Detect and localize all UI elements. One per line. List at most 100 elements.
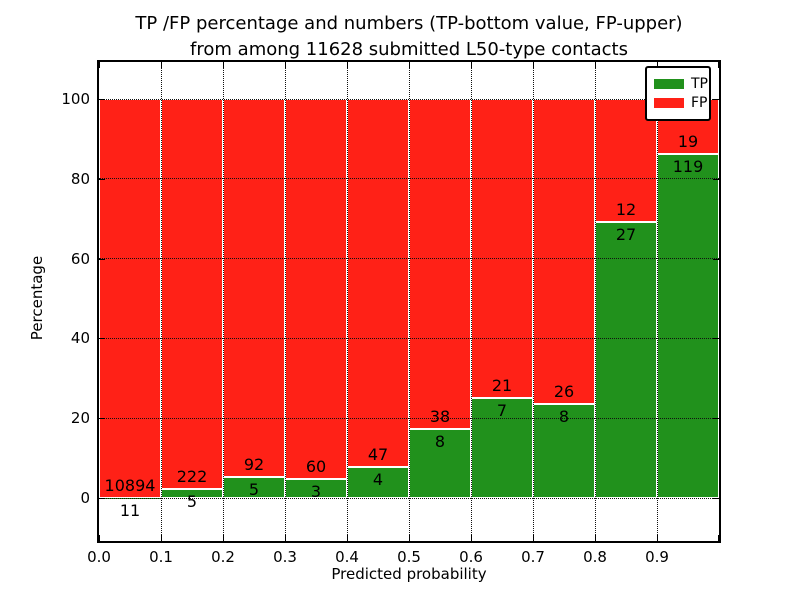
x-tick-mark [347,535,348,541]
x-tick-mark [99,535,100,541]
x-tick-label: 0.3 [273,548,297,566]
x-tick-mark [595,535,596,541]
chart-title-line2: from among 11628 submitted L50-type cont… [190,39,628,60]
x-tick-mark-top [347,62,348,68]
horizontal-gridline [99,98,719,100]
bar-segment-fp [223,99,285,478]
horizontal-gridline [99,337,719,339]
legend-label: TP [691,76,708,92]
y-tick-mark-right [713,498,719,499]
x-tick-label: 0.4 [335,548,359,566]
chart-title-line1: TP /FP percentage and numbers (TP-bottom… [135,13,683,34]
x-tick-label: 0.0 [87,548,111,566]
y-tick-mark-right [713,99,719,100]
fp-count-label: 38 [429,406,451,426]
bar-segment-tp [533,404,595,498]
x-tick-label: 0.1 [149,548,173,566]
bar-segment-fp [533,99,595,405]
vertical-gridline [656,62,658,541]
x-tick-mark-top [99,62,100,68]
fp-count-label: 60 [305,457,327,476]
y-tick-label: 100 [61,90,90,108]
legend: TP FP [645,66,711,121]
fp-count-label: 222 [176,467,208,487]
vertical-gridline [408,62,410,541]
x-tick-mark [533,535,534,541]
plot-area: 10894 11 222 5 92 5 60 3 47 4 38 8 21 7 26 8 12 27 19 119 [99,62,719,541]
x-tick-mark [223,535,224,541]
x-axis-label: Predicted probability [331,565,487,583]
x-tick-mark [409,535,410,541]
x-tick-label: 0.6 [459,548,483,566]
y-tick-mark [99,178,105,180]
x-tick-mark-top [471,62,472,68]
x-tick-mark-top [533,62,534,68]
tp-count-label: 8 [434,431,446,451]
legend-item-fp: FP [654,95,708,111]
x-tick-mark [657,535,658,541]
bar-segment-tp [409,428,471,498]
legend-label: FP [691,95,708,111]
y-tick-mark [99,498,105,499]
y-tick-mark [99,338,105,340]
vertical-gridline [594,62,596,541]
y-tick-label: 80 [70,169,90,188]
y-tick-mark-right [713,338,719,340]
fp-count-label: 26 [553,382,575,402]
chart-title: TP /FP percentage and numbers (TP-bottom… [99,11,719,63]
x-tick-mark [285,535,286,541]
x-tick-mark [161,535,162,541]
fp-count-label: 10894 [104,475,156,495]
vertical-gridline [470,62,472,541]
bar-segment-fp [285,99,347,479]
y-tick-label: 40 [70,329,90,348]
vertical-gridline [222,62,224,541]
bar-segment-tp [285,479,347,498]
y-tick-label: 20 [70,409,90,428]
x-tick-mark [471,535,472,541]
vertical-gridline [160,62,162,541]
x-tick-mark-top [718,62,719,68]
bar-segment-tp [471,398,533,498]
tp-count-label: 5 [248,480,260,500]
tp-color-swatch [654,79,684,89]
tp-count-label: 3 [310,482,322,501]
horizontal-gridline [99,178,719,180]
y-tick-mark-right [713,258,719,260]
tp-count-label: 119 [672,156,704,176]
tp-count-label: 7 [496,401,508,421]
x-tick-mark-top [657,62,658,68]
y-tick-mark-right [713,178,719,180]
bar-segment-tp [595,221,657,498]
horizontal-gridline [99,258,719,260]
y-tick-label: 0 [80,489,90,507]
x-tick-mark [718,535,719,541]
x-tick-label: 0.5 [397,548,421,566]
fp-count-label: 12 [615,199,637,219]
y-tick-label: 60 [70,249,90,268]
y-axis-label: Percentage [28,255,46,341]
bar-segment-fp [347,99,409,467]
tp-count-label: 4 [372,469,384,489]
y-tick-mark-right [713,418,719,420]
y-tick-mark [99,99,105,100]
tp-count-label: 11 [119,500,141,520]
horizontal-gridline [99,497,719,499]
x-tick-label: 0.9 [645,548,669,566]
fp-color-swatch [654,98,684,108]
legend-item-tp: TP [654,76,708,92]
y-tick-mark [99,258,105,260]
y-tick-mark [99,418,105,420]
bar-segment-fp [99,99,161,498]
x-tick-label: 0.2 [211,548,235,566]
vertical-gridline [346,62,348,541]
vertical-gridline [532,62,534,541]
fp-count-label: 21 [491,376,513,396]
x-tick-label: 0.7 [521,548,545,566]
horizontal-gridline [99,417,719,419]
x-tick-mark-top [285,62,286,68]
fp-count-label: 47 [367,444,389,464]
bar-segment-tp [347,466,409,498]
x-tick-mark-top [223,62,224,68]
